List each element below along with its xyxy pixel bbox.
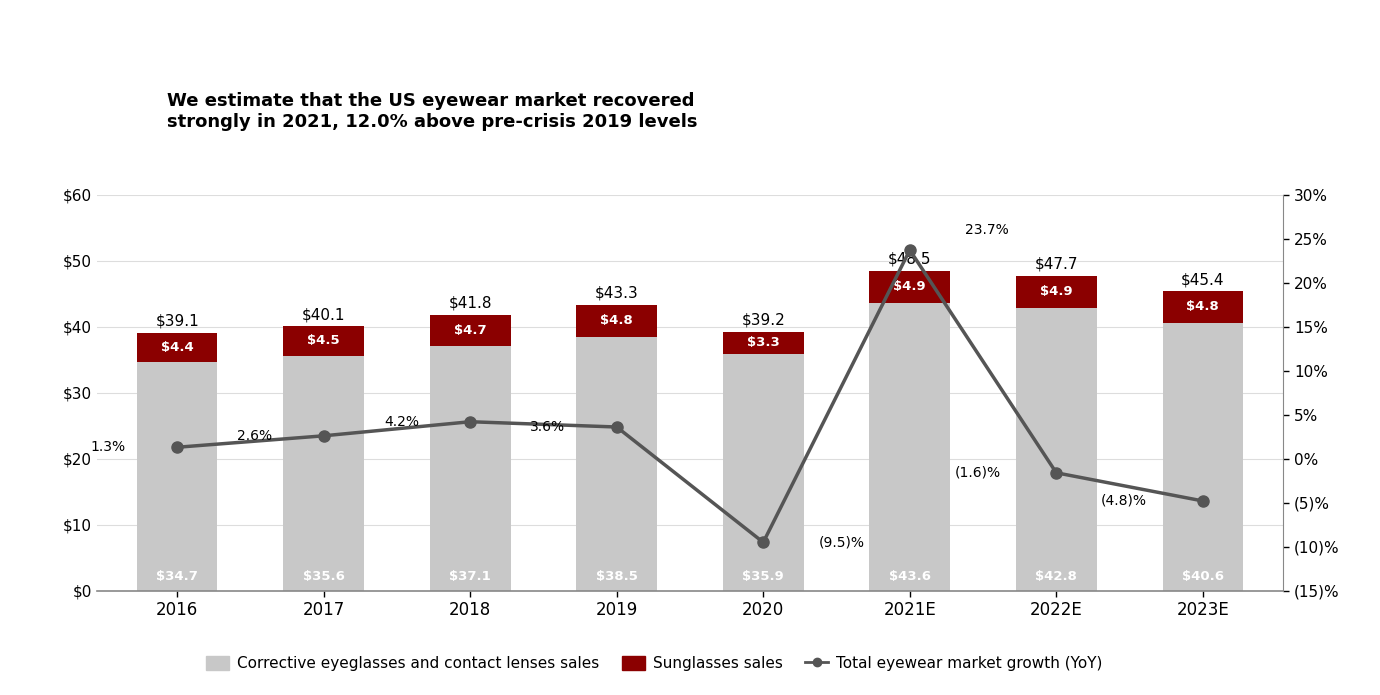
Text: $43.6: $43.6 xyxy=(889,570,930,583)
Text: $45.4: $45.4 xyxy=(1181,272,1224,287)
Bar xyxy=(577,305,657,336)
Text: $40.6: $40.6 xyxy=(1181,570,1224,583)
Text: (1.6)%: (1.6)% xyxy=(955,466,1000,480)
Bar xyxy=(1016,308,1097,591)
Text: $4.5: $4.5 xyxy=(308,334,339,348)
Bar xyxy=(137,333,218,361)
Text: 1.3%: 1.3% xyxy=(91,440,126,455)
Text: (4.8)%: (4.8)% xyxy=(1101,494,1147,508)
Bar xyxy=(431,315,511,346)
Text: $39.2: $39.2 xyxy=(741,313,785,328)
Bar xyxy=(723,332,803,354)
Text: $37.1: $37.1 xyxy=(450,570,491,583)
Text: $47.7: $47.7 xyxy=(1035,257,1078,272)
Bar xyxy=(1162,291,1243,322)
Text: $39.1: $39.1 xyxy=(156,313,199,329)
Text: $4.8: $4.8 xyxy=(1187,300,1219,313)
Text: $4.9: $4.9 xyxy=(893,280,926,293)
Text: $41.8: $41.8 xyxy=(448,296,493,311)
Legend: Corrective eyeglasses and contact lenses sales, Sunglasses sales, Total eyewear : Corrective eyeglasses and contact lenses… xyxy=(200,650,1108,677)
Text: 23.7%: 23.7% xyxy=(966,223,1009,237)
Text: 4.2%: 4.2% xyxy=(384,415,420,429)
Bar xyxy=(283,326,364,356)
Text: 2.6%: 2.6% xyxy=(237,429,272,443)
Bar xyxy=(723,354,803,591)
Text: (9.5)%: (9.5)% xyxy=(818,535,865,549)
Bar xyxy=(283,356,364,591)
Text: $4.8: $4.8 xyxy=(600,314,633,327)
Text: $40.1: $40.1 xyxy=(302,307,345,322)
Text: $48.5: $48.5 xyxy=(887,252,932,267)
Text: 3.6%: 3.6% xyxy=(530,420,566,434)
Text: $4.4: $4.4 xyxy=(161,341,193,354)
Text: $38.5: $38.5 xyxy=(596,570,638,583)
Text: $3.3: $3.3 xyxy=(747,336,780,350)
Text: $42.8: $42.8 xyxy=(1035,570,1078,583)
Text: $4.9: $4.9 xyxy=(1041,286,1072,298)
Bar xyxy=(869,303,949,591)
Text: $35.6: $35.6 xyxy=(302,570,345,583)
Bar xyxy=(431,346,511,591)
Text: We estimate that the US eyewear market recovered
strongly in 2021, 12.0% above p: We estimate that the US eyewear market r… xyxy=(167,92,697,131)
Bar xyxy=(577,336,657,591)
Text: $43.3: $43.3 xyxy=(595,286,639,301)
Bar xyxy=(1016,276,1097,308)
Bar xyxy=(1162,322,1243,591)
Bar xyxy=(869,270,949,303)
Bar xyxy=(137,361,218,591)
Text: $4.7: $4.7 xyxy=(454,324,487,337)
Text: $34.7: $34.7 xyxy=(156,570,199,583)
Text: $35.9: $35.9 xyxy=(742,570,784,583)
